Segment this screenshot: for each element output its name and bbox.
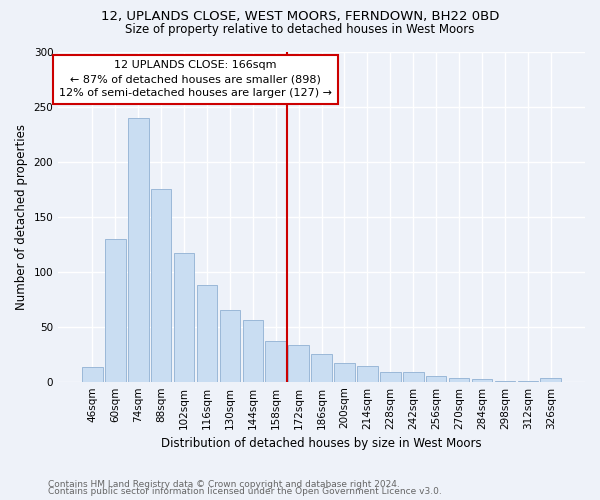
Bar <box>174 253 194 382</box>
Bar <box>334 363 355 382</box>
Bar <box>289 346 309 382</box>
Text: Contains public sector information licensed under the Open Government Licence v3: Contains public sector information licen… <box>48 487 442 496</box>
Y-axis label: Number of detached properties: Number of detached properties <box>15 124 28 310</box>
Bar <box>541 378 561 382</box>
Bar <box>494 380 515 382</box>
Bar <box>128 118 149 382</box>
Bar <box>426 376 446 382</box>
X-axis label: Distribution of detached houses by size in West Moors: Distribution of detached houses by size … <box>161 437 482 450</box>
Bar <box>265 341 286 382</box>
Bar <box>380 372 401 382</box>
Bar <box>220 310 240 382</box>
Bar <box>82 368 103 382</box>
Bar <box>518 380 538 382</box>
Bar <box>197 285 217 382</box>
Text: 12 UPLANDS CLOSE: 166sqm
← 87% of detached houses are smaller (898)
12% of semi-: 12 UPLANDS CLOSE: 166sqm ← 87% of detach… <box>59 60 332 98</box>
Text: Contains HM Land Registry data © Crown copyright and database right 2024.: Contains HM Land Registry data © Crown c… <box>48 480 400 489</box>
Text: Size of property relative to detached houses in West Moors: Size of property relative to detached ho… <box>125 22 475 36</box>
Text: 12, UPLANDS CLOSE, WEST MOORS, FERNDOWN, BH22 0BD: 12, UPLANDS CLOSE, WEST MOORS, FERNDOWN,… <box>101 10 499 23</box>
Bar <box>403 372 424 382</box>
Bar <box>242 320 263 382</box>
Bar <box>449 378 469 382</box>
Bar <box>472 380 493 382</box>
Bar <box>311 354 332 382</box>
Bar <box>357 366 378 382</box>
Bar <box>105 238 125 382</box>
Bar <box>151 189 172 382</box>
